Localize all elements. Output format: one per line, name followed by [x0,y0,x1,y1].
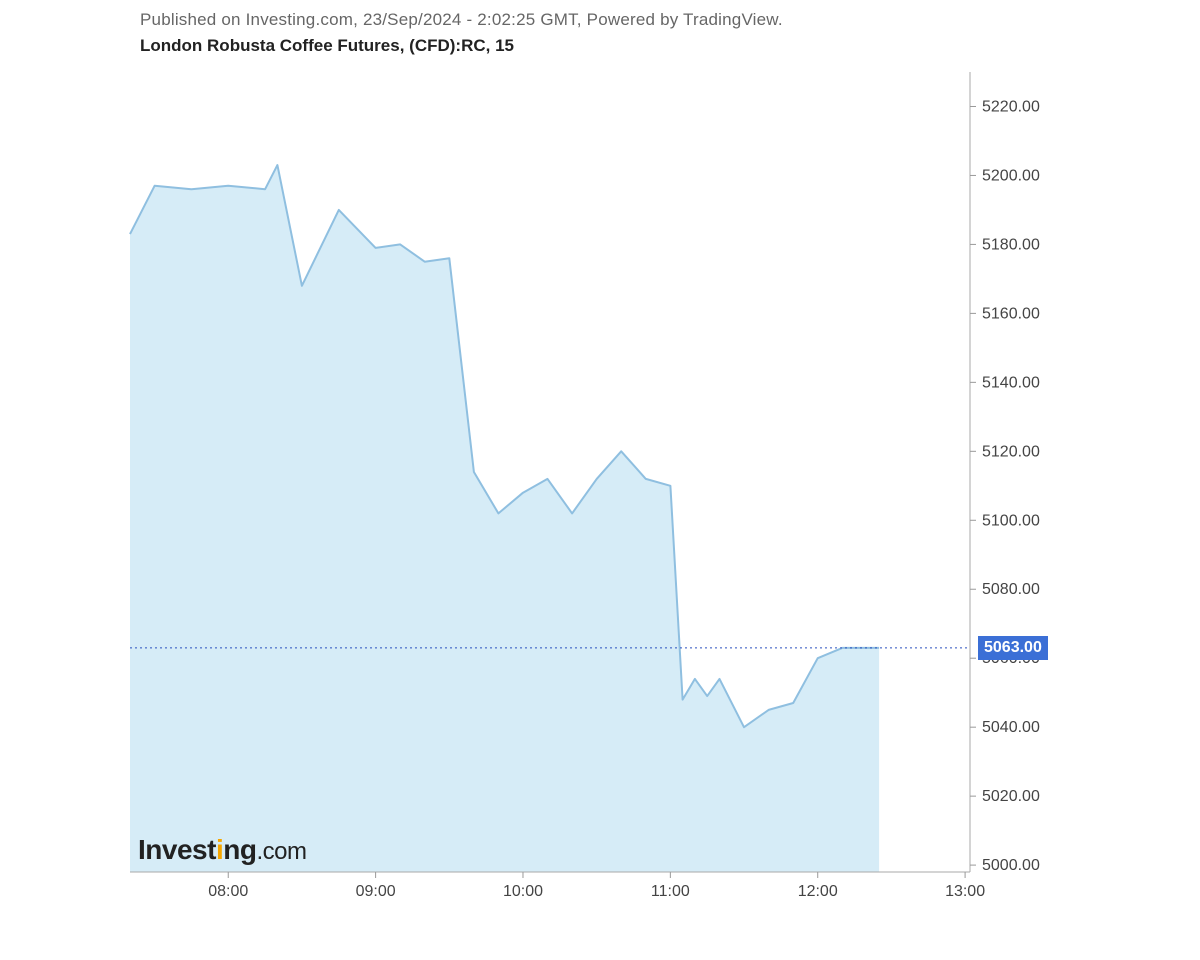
chart-container: Published on Investing.com, 23/Sep/2024 … [0,0,1200,960]
svg-text:5040.00: 5040.00 [982,719,1040,736]
svg-text:13:00: 13:00 [945,883,985,900]
chart-area: 5000.005020.005040.005060.005080.005100.… [60,62,1140,922]
current-price-badge: 5063.00 [978,636,1048,660]
logo-text-pre: Invest [138,834,216,865]
price-chart-svg: 5000.005020.005040.005060.005080.005100.… [60,62,1140,922]
chart-header: Published on Investing.com, 23/Sep/2024 … [60,10,1140,56]
svg-text:5140.00: 5140.00 [982,374,1040,391]
attribution-text: Published on Investing.com, 23/Sep/2024 … [140,10,1140,30]
current-price-value: 5063.00 [984,639,1042,656]
svg-text:12:00: 12:00 [798,883,838,900]
svg-text:11:00: 11:00 [651,883,690,900]
chart-title: London Robusta Coffee Futures, (CFD):RC,… [140,36,1140,56]
svg-text:5180.00: 5180.00 [982,236,1040,253]
svg-text:08:00: 08:00 [208,883,248,900]
svg-text:10:00: 10:00 [503,883,543,900]
svg-text:5020.00: 5020.00 [982,788,1040,805]
svg-text:5120.00: 5120.00 [982,443,1040,460]
svg-text:5160.00: 5160.00 [982,305,1040,322]
svg-text:5080.00: 5080.00 [982,581,1040,598]
logo-text-post: ng [223,834,256,865]
svg-text:5200.00: 5200.00 [982,167,1040,184]
svg-text:09:00: 09:00 [356,883,396,900]
logo-text-com: .com [256,838,306,865]
svg-text:5100.00: 5100.00 [982,512,1040,529]
investing-logo: Investing.com [138,834,306,866]
svg-text:5000.00: 5000.00 [982,857,1040,874]
svg-text:5220.00: 5220.00 [982,98,1040,115]
